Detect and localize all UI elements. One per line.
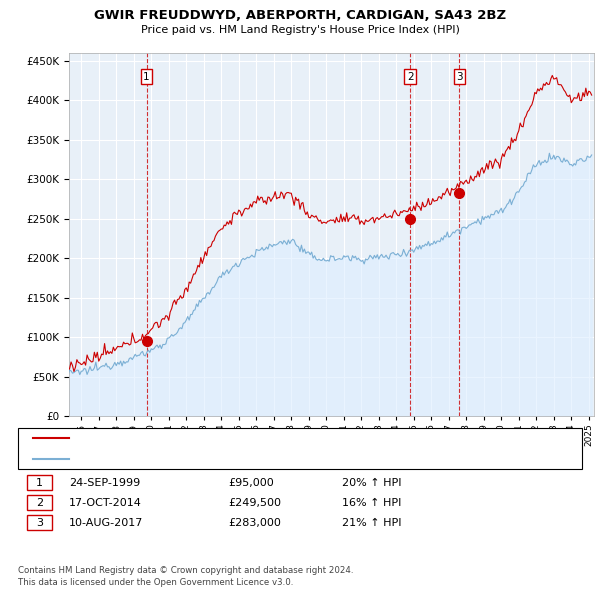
Text: 1: 1	[143, 72, 150, 81]
Text: 2: 2	[407, 72, 413, 81]
Text: HPI: Average price, detached house, Ceredigion: HPI: Average price, detached house, Cere…	[75, 454, 325, 464]
Text: 2: 2	[36, 498, 43, 507]
Text: Contains HM Land Registry data © Crown copyright and database right 2024.
This d: Contains HM Land Registry data © Crown c…	[18, 566, 353, 587]
Text: 1: 1	[36, 478, 43, 487]
Text: GWIR FREUDDWYD, ABERPORTH, CARDIGAN, SA43 2BZ (detached house): GWIR FREUDDWYD, ABERPORTH, CARDIGAN, SA4…	[75, 433, 459, 442]
Text: £95,000: £95,000	[228, 478, 274, 487]
Text: Price paid vs. HM Land Registry's House Price Index (HPI): Price paid vs. HM Land Registry's House …	[140, 25, 460, 35]
Text: 16% ↑ HPI: 16% ↑ HPI	[342, 498, 401, 507]
Text: 24-SEP-1999: 24-SEP-1999	[69, 478, 140, 487]
Text: 20% ↑ HPI: 20% ↑ HPI	[342, 478, 401, 487]
Text: 3: 3	[36, 518, 43, 527]
Text: £283,000: £283,000	[228, 518, 281, 527]
Text: GWIR FREUDDWYD, ABERPORTH, CARDIGAN, SA43 2BZ: GWIR FREUDDWYD, ABERPORTH, CARDIGAN, SA4…	[94, 9, 506, 22]
Text: 3: 3	[456, 72, 463, 81]
Text: 10-AUG-2017: 10-AUG-2017	[69, 518, 143, 527]
Text: 17-OCT-2014: 17-OCT-2014	[69, 498, 142, 507]
Text: 21% ↑ HPI: 21% ↑ HPI	[342, 518, 401, 527]
Text: £249,500: £249,500	[228, 498, 281, 507]
